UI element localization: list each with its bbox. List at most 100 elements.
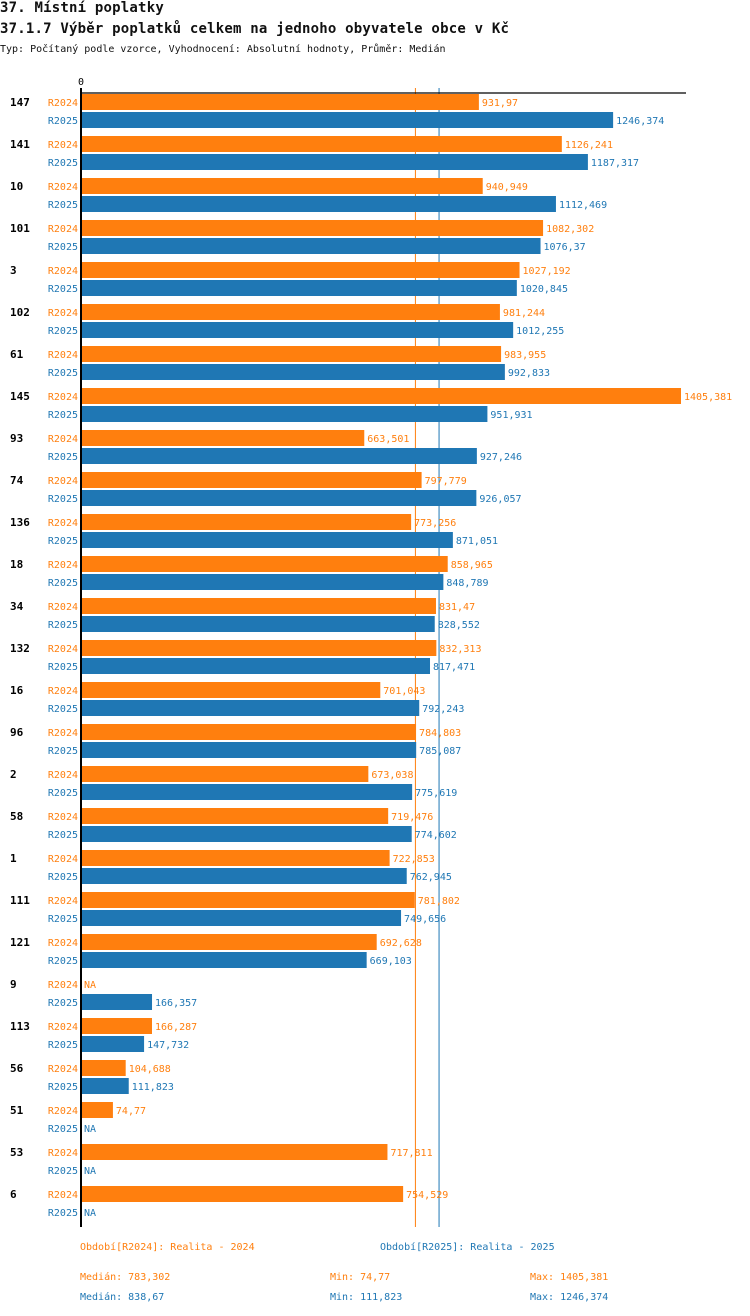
bar-r2025-56: [81, 1078, 129, 1094]
data-label: 983,955: [504, 350, 546, 361]
series-label: R2024: [48, 602, 78, 613]
bar-r2025-93: [81, 448, 477, 464]
series-label: R2025: [48, 1040, 78, 1051]
data-label: 111,823: [132, 1082, 174, 1093]
bar-r2024-34: [81, 598, 436, 614]
series-label: R2025: [48, 284, 78, 295]
data-label: 817,471: [433, 662, 475, 673]
series-label: R2024: [48, 518, 78, 529]
data-label: 797,779: [425, 476, 467, 487]
data-label: 992,833: [508, 368, 550, 379]
data-label: 784,803: [419, 728, 461, 739]
series-label: R2024: [48, 266, 78, 277]
data-label: 663,501: [367, 434, 409, 445]
data-label: 981,244: [503, 308, 545, 319]
data-label: 147,732: [147, 1040, 189, 1051]
series-label: R2024: [48, 1064, 78, 1075]
bar-r2025-145: [81, 406, 488, 422]
category-label: 121: [10, 936, 30, 949]
data-label: 773,256: [414, 518, 456, 529]
data-label: 1405,381: [684, 392, 732, 403]
data-label: 754,529: [406, 1190, 448, 1201]
bar-chart: 147 R2024 931,97 R2025 1246,374 141 R2024 1126,…: [10, 77, 732, 1227]
data-label: NA: [84, 1124, 96, 1135]
series-label: R2025: [48, 956, 78, 967]
series-label: R2024: [48, 854, 78, 865]
series-label: R2025: [48, 998, 78, 1009]
bar-r2025-113: [81, 1036, 145, 1052]
category-label: 58: [10, 810, 23, 823]
data-label: 858,965: [451, 560, 493, 571]
stat-max-r2025: Max: 1246,374: [530, 1292, 609, 1303]
category-label: 132: [10, 642, 30, 655]
data-label: 792,243: [422, 704, 464, 715]
bar-r2024-113: [81, 1018, 152, 1034]
data-label: 719,476: [391, 812, 433, 823]
series-label: R2025: [48, 200, 78, 211]
category-label: 96: [10, 726, 24, 739]
data-label: 692,628: [380, 938, 422, 949]
bar-r2025-61: [81, 364, 505, 380]
chart-description: Typ: Počítaný podle vzorce, Vyhodnocení:…: [0, 44, 446, 55]
series-label: R2024: [48, 1106, 78, 1117]
series-label: R2024: [48, 224, 78, 235]
category-label: 2: [10, 768, 17, 781]
series-label: R2024: [48, 1190, 78, 1201]
series-label: R2024: [48, 728, 78, 739]
bar-r2025-16: [81, 700, 420, 716]
series-label: R2024: [48, 392, 78, 403]
data-label: 1112,469: [559, 200, 607, 211]
data-label: 781,802: [418, 896, 460, 907]
category-label: 3: [10, 264, 17, 277]
data-label: 848,789: [446, 578, 488, 589]
category-label: 9: [10, 978, 17, 991]
data-label: 1012,255: [516, 326, 564, 337]
bar-r2024-51: [81, 1102, 113, 1118]
bar-r2024-18: [81, 556, 448, 572]
bar-r2025-141: [81, 154, 588, 170]
bar-r2025-147: [81, 112, 614, 128]
bar-r2025-132: [81, 658, 431, 674]
series-label: R2024: [48, 896, 78, 907]
series-label: R2025: [48, 914, 78, 925]
series-label: R2024: [48, 350, 78, 361]
bar-r2024-74: [81, 472, 422, 488]
data-label: 951,931: [490, 410, 532, 421]
data-label: 1082,302: [546, 224, 594, 235]
data-label: 749,656: [404, 914, 446, 925]
series-label: R2025: [48, 494, 78, 505]
bar-r2025-18: [81, 574, 444, 590]
data-label: 762,945: [410, 872, 452, 883]
labels: 147 R2024 931,97 R2025 1246,374 141 R2024 1126,…: [10, 96, 732, 1219]
category-label: 61: [10, 348, 24, 361]
category-label: 16: [10, 684, 24, 697]
data-label: 871,051: [456, 536, 498, 547]
legend-item-r2024: Období[R2024]: Realita - 2024: [80, 1242, 255, 1253]
series-label: R2024: [48, 812, 78, 823]
chart-title: 37.1.7 Výběr poplatků celkem na jednoho …: [0, 21, 510, 37]
bar-r2025-3: [81, 280, 517, 296]
stat-min-r2024: Min: 74,77: [330, 1272, 391, 1283]
bar-r2024-3: [81, 262, 520, 278]
category-label: 53: [10, 1146, 23, 1159]
bar-r2025-10: [81, 196, 556, 212]
series-label: R2024: [48, 770, 78, 781]
bar-r2025-34: [81, 616, 435, 632]
data-label: 722,853: [393, 854, 435, 865]
bar-r2024-53: [81, 1144, 388, 1160]
data-label: 1076,37: [544, 242, 586, 253]
x-tick-label: 0: [78, 77, 84, 88]
data-label: 1020,845: [520, 284, 568, 295]
bar-r2025-96: [81, 742, 417, 758]
bar-r2024-56: [81, 1060, 126, 1076]
series-label: R2025: [48, 326, 78, 337]
bar-r2024-147: [81, 94, 479, 110]
series-label: R2024: [48, 644, 78, 655]
bar-r2024-93: [81, 430, 365, 446]
category-label: 93: [10, 432, 23, 445]
data-label: 832,313: [439, 644, 481, 655]
series-label: R2024: [48, 1022, 78, 1033]
bar-r2025-111: [81, 910, 402, 926]
category-label: 147: [10, 96, 30, 109]
data-label: 931,97: [482, 98, 518, 109]
